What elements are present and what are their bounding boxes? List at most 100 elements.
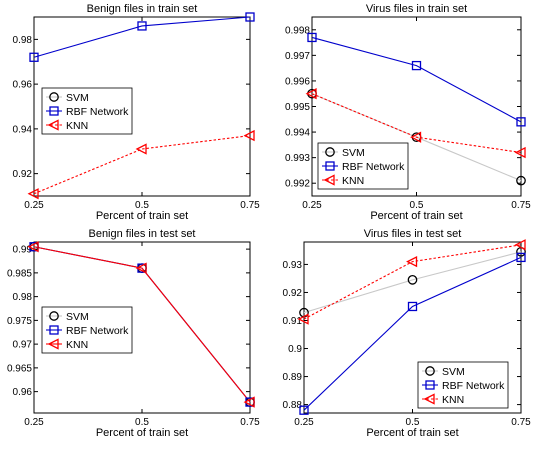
- legend-label: KNN: [342, 175, 364, 187]
- y-tick-label: 0.992: [285, 179, 310, 190]
- legend-marker-svm: [425, 366, 435, 376]
- y-tick-label: 0.997: [285, 51, 310, 62]
- chart-title: Benign files in train set: [87, 3, 198, 15]
- y-tick-label: 0.96: [13, 80, 33, 91]
- legend-label: KNN: [66, 339, 88, 351]
- data-point-rbf-network: [407, 301, 418, 312]
- y-tick-label: 0.93: [283, 260, 303, 271]
- legend-marker-rbf-network: [49, 106, 59, 116]
- data-point-rbf-network: [245, 12, 255, 22]
- y-tick-label: 0.994: [285, 128, 310, 139]
- series-line-rbf-network: [311, 36, 522, 123]
- data-point-svm: [407, 274, 418, 285]
- legend-label: RBF Network: [66, 325, 129, 337]
- series-line-knn: [303, 244, 522, 320]
- legend-label: SVM: [66, 92, 89, 104]
- y-tick-label: 0.98: [13, 35, 33, 46]
- y-tick-label: 0.89: [283, 372, 303, 383]
- data-point-rbf-network: [307, 32, 317, 43]
- legend-label: RBF Network: [442, 380, 505, 392]
- y-tick-label: 0.94: [13, 124, 33, 135]
- legend-marker-knn: [47, 119, 59, 131]
- x-tick-label: 0.75: [240, 417, 260, 428]
- legend: SVM RBF Network KNN: [417, 361, 509, 409]
- y-tick-label: 0.995: [285, 102, 310, 113]
- legend-label: KNN: [442, 394, 464, 406]
- legend-marker-knn: [323, 174, 335, 186]
- data-point-knn: [243, 129, 255, 142]
- series-line-rbf-network: [33, 16, 251, 58]
- legend-label: SVM: [342, 147, 365, 159]
- data-point-knn: [514, 146, 526, 159]
- x-tick-label: 0.25: [302, 200, 322, 211]
- y-tick-label: 0.985: [7, 268, 32, 279]
- y-tick-label: 0.9: [288, 344, 302, 355]
- data-point-knn: [27, 188, 39, 200]
- y-tick-label: 0.965: [7, 363, 32, 374]
- data-point-rbf-network: [411, 60, 422, 71]
- x-tick-label: 0.25: [294, 417, 314, 428]
- legend-label: RBF Network: [66, 106, 129, 118]
- y-tick-label: 0.993: [285, 153, 310, 164]
- y-tick-label: 0.98: [13, 292, 33, 303]
- x-axis-label: Percent of train set: [366, 427, 458, 439]
- series-line-knn: [311, 93, 522, 154]
- data-point-knn: [514, 239, 526, 251]
- series-line-knn: [33, 246, 251, 403]
- series-line-svm: [303, 251, 522, 314]
- x-tick-label: 0.5: [135, 417, 149, 428]
- x-tick-label: 0.25: [24, 200, 44, 211]
- y-tick-label: 0.99: [13, 245, 33, 256]
- x-tick-label: 0.75: [511, 200, 531, 211]
- legend-marker-knn: [423, 393, 435, 405]
- chart-panel-1: Benign files in train set 0.25 0.5 0.75 Perc…: [13, 3, 261, 222]
- data-point-knn: [297, 313, 309, 325]
- data-point-knn: [135, 262, 147, 274]
- legend-marker-svm: [325, 147, 335, 157]
- data-point-knn: [135, 143, 147, 155]
- x-tick-label: 0.5: [410, 200, 424, 211]
- legend-marker-rbf-network: [425, 380, 435, 390]
- legend-label: SVM: [442, 366, 465, 378]
- y-tick-label: 0.88: [283, 400, 303, 411]
- y-tick-label: 0.92: [283, 288, 303, 299]
- legend: SVM RBF Network KNN: [41, 87, 133, 135]
- y-tick-label: 0.998: [285, 25, 310, 36]
- legend-marker-svm: [49, 92, 59, 102]
- data-point-rbf-network: [29, 52, 39, 62]
- x-tick-label: 0.75: [240, 200, 260, 211]
- data-point-knn: [410, 131, 422, 143]
- y-tick-label: 0.996: [285, 76, 310, 87]
- legend: SVM RBF Network KNN: [41, 306, 133, 354]
- legend: SVM RBF Network KNN: [317, 142, 409, 190]
- x-axis-label: Percent of train set: [370, 210, 462, 222]
- legend-marker-svm: [49, 311, 59, 321]
- data-point-rbf-network: [516, 252, 526, 263]
- x-tick-label: 0.5: [406, 417, 420, 428]
- legend-marker-knn: [47, 338, 59, 350]
- chart-panel-4: Virus files in test set 0.25 0.5 0.75 Percen…: [283, 228, 532, 439]
- legend-marker-rbf-network: [325, 161, 335, 171]
- legend-label: KNN: [66, 120, 88, 132]
- data-point-knn: [243, 396, 255, 408]
- data-point-knn: [27, 241, 39, 253]
- series-line-knn: [33, 135, 251, 195]
- y-tick-label: 0.92: [13, 169, 33, 180]
- chart-title: Virus files in test set: [364, 228, 462, 240]
- data-point-knn: [305, 88, 317, 100]
- data-point-rbf-network: [137, 21, 147, 31]
- x-axis-label: Percent of train set: [96, 210, 188, 222]
- y-tick-label: 0.91: [283, 316, 303, 327]
- chart-title: Benign files in test set: [88, 228, 195, 240]
- x-tick-label: 0.25: [24, 417, 44, 428]
- legend-label: SVM: [66, 311, 89, 323]
- data-point-knn: [406, 255, 418, 268]
- legend-marker-rbf-network: [49, 325, 59, 335]
- y-tick-label: 0.96: [13, 387, 33, 398]
- data-point-svm: [516, 175, 526, 186]
- chart-panel-2: Virus files in train set 0.25 0.5 0.75 Perce…: [285, 3, 531, 222]
- data-point-rbf-network: [299, 405, 309, 415]
- legend-label: RBF Network: [342, 161, 405, 173]
